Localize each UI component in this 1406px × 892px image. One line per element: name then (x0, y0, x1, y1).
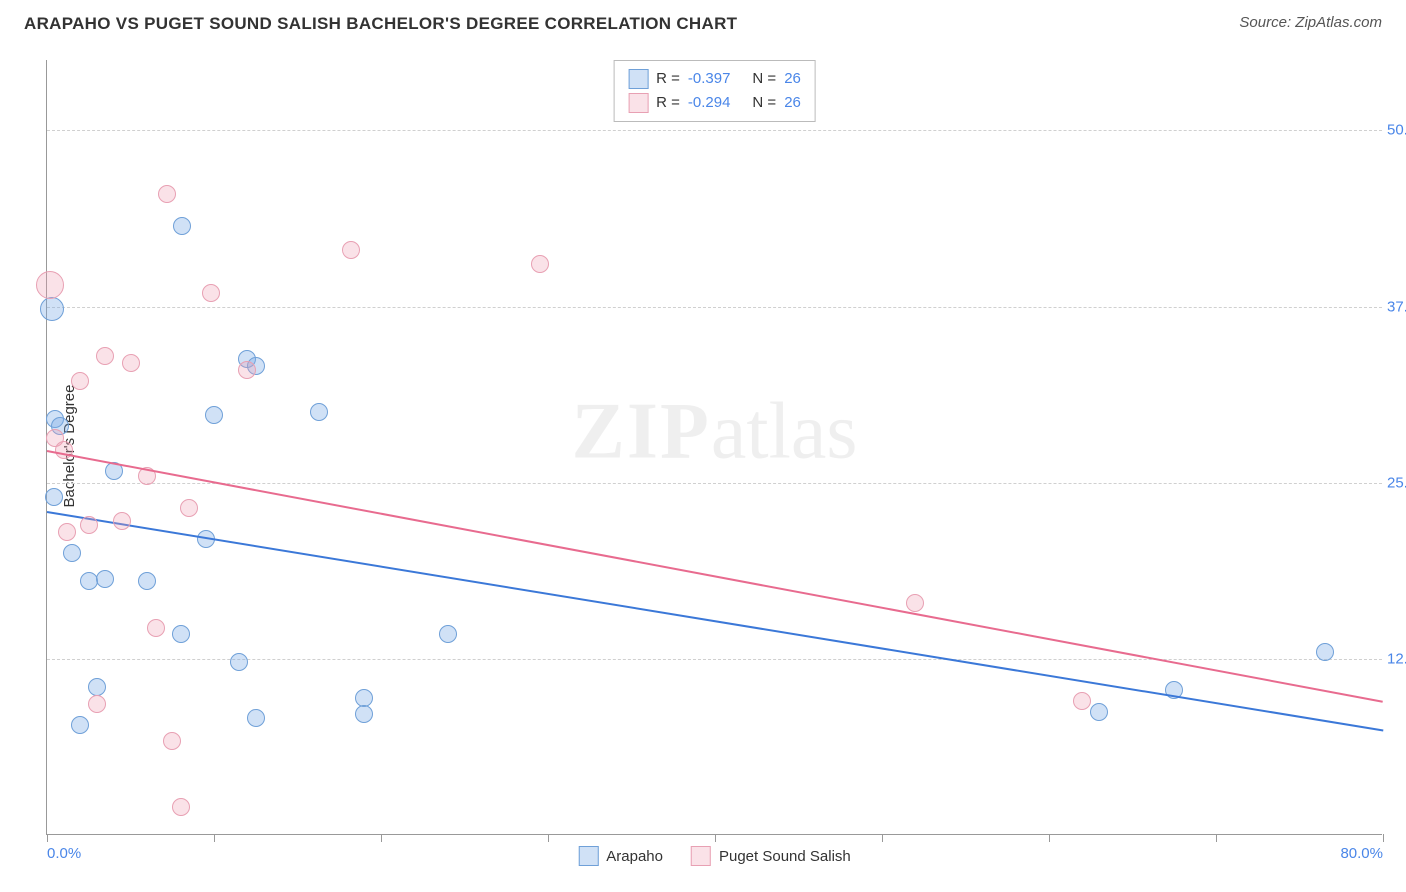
r-label: R = (656, 67, 680, 91)
legend-swatch (628, 69, 648, 89)
data-point (80, 516, 98, 534)
data-point (906, 594, 924, 612)
data-point (96, 570, 114, 588)
data-point (158, 185, 176, 203)
watermark: ZIPatlas (572, 386, 858, 477)
data-point (63, 544, 81, 562)
n-label: N = (752, 91, 776, 115)
x-tick (214, 834, 215, 842)
n-value: 26 (784, 67, 801, 91)
data-point (238, 361, 256, 379)
x-tick (1383, 834, 1384, 842)
x-tick-label: 80.0% (1340, 845, 1383, 862)
data-point (173, 217, 191, 235)
data-point (55, 441, 73, 459)
data-point (96, 347, 114, 365)
data-point (439, 625, 457, 643)
x-tick (381, 834, 382, 842)
r-label: R = (656, 91, 680, 115)
n-label: N = (752, 67, 776, 91)
data-point (138, 572, 156, 590)
data-point (80, 572, 98, 590)
legend-item: Arapaho (578, 846, 663, 866)
data-point (230, 653, 248, 671)
chart-header: ARAPAHO VS PUGET SOUND SALISH BACHELOR'S… (0, 0, 1406, 34)
data-point (342, 241, 360, 259)
data-point (36, 271, 64, 299)
data-point (58, 523, 76, 541)
legend-row: R = -0.397 N = 26 (628, 67, 801, 91)
watermark-zip: ZIP (572, 387, 711, 475)
x-tick (1049, 834, 1050, 842)
x-tick-label: 0.0% (47, 845, 81, 862)
r-value: -0.294 (688, 91, 731, 115)
x-tick (1216, 834, 1217, 842)
legend-swatch (578, 846, 598, 866)
legend-swatch (691, 846, 711, 866)
data-point (1090, 703, 1108, 721)
data-point (355, 705, 373, 723)
x-tick (882, 834, 883, 842)
data-point (71, 716, 89, 734)
data-point (40, 297, 64, 321)
source-name: ZipAtlas.com (1295, 14, 1382, 31)
y-tick-label: 50.0% (1387, 122, 1406, 139)
trend-line (47, 511, 1383, 731)
data-point (71, 372, 89, 390)
series-legend: Arapaho Puget Sound Salish (578, 846, 850, 866)
data-point (247, 709, 265, 727)
chart-plot-area: ZIPatlas R =-0.397N =26R =-0.294N =26 Ar… (46, 60, 1382, 835)
data-point (147, 619, 165, 637)
series-name: Puget Sound Salish (719, 848, 851, 865)
data-point (205, 406, 223, 424)
data-point (310, 403, 328, 421)
data-point (172, 625, 190, 643)
watermark-atlas: atlas (711, 387, 858, 475)
x-tick (47, 834, 48, 842)
data-point (45, 488, 63, 506)
legend-row: R = -0.294 N = 26 (628, 91, 801, 115)
correlation-legend: R = -0.397 N = 26 R = -0.294 N = 26 (613, 60, 816, 122)
x-tick (548, 834, 549, 842)
gridline (47, 483, 1382, 484)
data-point (1073, 692, 1091, 710)
y-tick-label: 37.5% (1387, 298, 1406, 315)
data-point (88, 695, 106, 713)
series-name: Arapaho (606, 848, 663, 865)
x-tick (715, 834, 716, 842)
legend-swatch (628, 93, 648, 113)
source-prefix: Source: (1239, 14, 1295, 31)
gridline (47, 130, 1382, 131)
data-point (172, 798, 190, 816)
data-point (113, 512, 131, 530)
r-value: -0.397 (688, 67, 731, 91)
data-point (180, 499, 198, 517)
data-point (202, 284, 220, 302)
data-point (88, 678, 106, 696)
data-point (122, 354, 140, 372)
n-value: 26 (784, 91, 801, 115)
source-credit: Source: ZipAtlas.com (1239, 14, 1382, 31)
legend-item: Puget Sound Salish (691, 846, 851, 866)
y-tick-label: 25.0% (1387, 474, 1406, 491)
y-tick-label: 12.5% (1387, 650, 1406, 667)
gridline (47, 307, 1382, 308)
data-point (531, 255, 549, 273)
data-point (1316, 643, 1334, 661)
chart-title: ARAPAHO VS PUGET SOUND SALISH BACHELOR'S… (24, 14, 737, 34)
data-point (163, 732, 181, 750)
